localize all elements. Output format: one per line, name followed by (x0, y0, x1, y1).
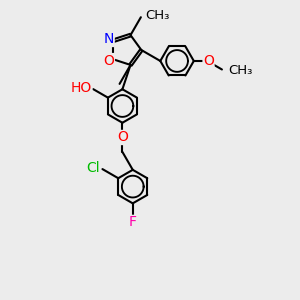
Text: CH₃: CH₃ (146, 9, 170, 22)
Text: Cl: Cl (87, 161, 100, 175)
Text: CH₃: CH₃ (229, 64, 253, 77)
Text: O: O (203, 54, 214, 68)
Text: O: O (117, 130, 128, 145)
Text: HO: HO (70, 81, 92, 95)
Text: F: F (129, 215, 137, 230)
Text: O: O (103, 54, 114, 68)
Text: N: N (104, 32, 114, 46)
